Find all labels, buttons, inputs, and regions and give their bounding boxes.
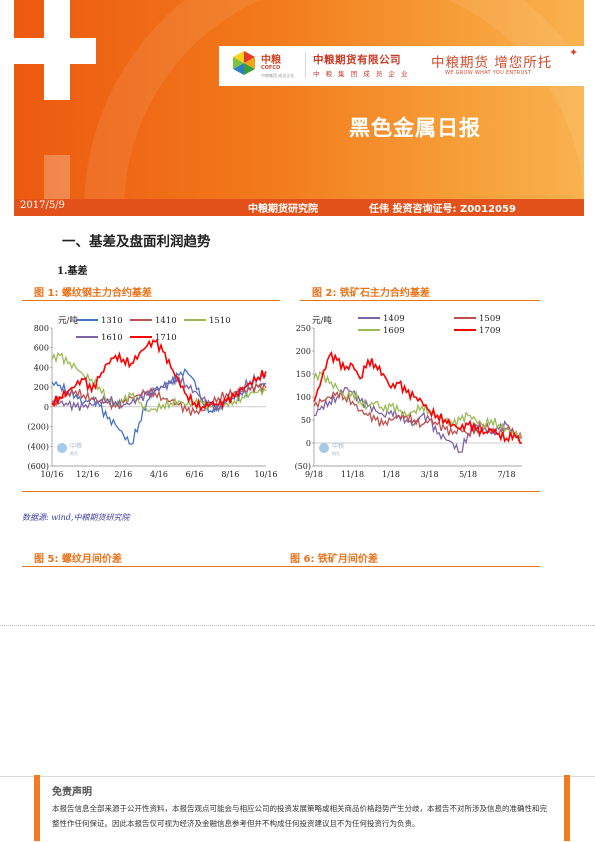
x-tick-label: 1/18 [382, 470, 400, 479]
x-tick-label: 3/18 [421, 470, 439, 479]
x-tick-label: 9/18 [305, 470, 323, 479]
y-tick-label: 400 [34, 363, 49, 372]
series-line-1709 [313, 350, 523, 444]
disclaimer-title: 免责声明 [52, 787, 92, 798]
fig6-rule [280, 566, 540, 567]
fig5-title: 图 5: 螺纹月间价差 [34, 554, 122, 565]
logo-text-sub: 中粮集团 成员企业 [261, 73, 295, 78]
logo-text-cn: 中粮 [261, 55, 281, 66]
x-tick-label: 10/16 [254, 470, 277, 479]
y-tick-label: 200 [34, 383, 49, 392]
x-tick-label: 12/16 [76, 470, 99, 479]
legend-label-1409: 1409 [383, 314, 405, 324]
fig1-title: 图 1: 螺纹钢主力合约基差 [34, 288, 152, 299]
y-tick-label: 600 [34, 344, 49, 353]
watermark-text: 中粮 [70, 442, 82, 450]
disclaimer-rule [0, 776, 595, 777]
x-tick-label: 10/16 [40, 470, 63, 479]
info-strip [14, 199, 584, 216]
y-tick-label: (600) [27, 462, 49, 471]
header-banner: 中粮 COFCO 中粮集团 成员企业 中粮期货有限公司 中 粮 集 团 成 员 … [14, 0, 584, 216]
y-tick-label: 0 [44, 403, 49, 412]
logo-divider [305, 52, 306, 78]
company-subtitle: 中 粮 集 团 成 员 企 业 [313, 70, 410, 78]
y-tick-label: 0 [306, 439, 311, 448]
banner-decoration [84, 0, 584, 216]
legend-label-1509: 1509 [479, 314, 501, 324]
disclaimer-text: 本报告信息全部来源于公开性资料，本报告观点可能会与相应公司的投资发展策略或相关商… [52, 804, 547, 828]
watermark-logo: 中粮期货 [319, 442, 344, 456]
y-tick-label: 150 [296, 370, 311, 379]
x-tick-label: 4/16 [150, 470, 168, 479]
slogan: 中粮期货 增您所托 [431, 55, 553, 71]
department: 中粮期货研究院 [248, 204, 318, 215]
chart-iron-ore-basis: 250 200 150 100 50 0 (50)9/18 11/18 1/18 3/18 5/18… [295, 314, 523, 479]
series-line-1609 [313, 370, 523, 442]
y-unit-label: 元/吨 [312, 315, 332, 326]
watermark-logo: 中粮期货 [57, 442, 82, 456]
section-subtitle: 1.基差 [57, 266, 88, 277]
y-tick-label: (50) [295, 462, 311, 471]
sparkle-icon: ✦ [569, 46, 579, 59]
series-line-1509 [313, 390, 523, 443]
logo-text-en: COFCO [261, 65, 281, 71]
x-tick-label: 8/16 [221, 470, 239, 479]
x-tick-label: 5/18 [459, 470, 477, 479]
data-source: 数据源: wind,中粮期货研究院 [22, 513, 130, 522]
y-tick-label: 100 [296, 393, 311, 402]
legend-label-1709: 1709 [479, 326, 501, 336]
section-title: 一、基差及盘面利润趋势 [62, 234, 211, 250]
company-name: 中粮期货有限公司 [313, 54, 401, 66]
legend-label-1609: 1609 [383, 326, 405, 336]
y-tick-label: 800 [34, 324, 49, 333]
watermark-text-en: 期货 [332, 450, 340, 456]
fig2-title: 图 2: 铁矿石主力合约基差 [312, 288, 430, 299]
y-tick-label: 50 [301, 416, 311, 425]
legend-label-1410: 1410 [155, 316, 177, 326]
x-tick-label: 2/16 [114, 470, 132, 479]
series-line-1410 [51, 382, 267, 416]
y-unit-label: 元/吨 [58, 315, 78, 326]
watermark-icon [319, 443, 329, 453]
disclaimer-bar-right [564, 775, 570, 841]
y-tick-label: 200 [296, 347, 311, 356]
fig2-rule [300, 300, 540, 301]
series-line-1610 [51, 372, 267, 413]
x-tick-label: 7/18 [498, 470, 516, 479]
cofco-logo-icon [233, 51, 255, 75]
watermark-text-en: 期货 [70, 450, 78, 456]
figures-bottom-rule [22, 491, 540, 492]
fig1-rule [22, 300, 280, 301]
fig6-title: 图 6: 铁矿月间价差 [290, 554, 378, 565]
slogan-en: WE GROW WHAT YOU ENTRUST [445, 70, 532, 76]
logo-bar: 中粮 COFCO 中粮集团 成员企业 中粮期货有限公司 中 粮 集 团 成 员 … [219, 46, 584, 86]
y-tick-label: (200) [27, 423, 49, 432]
legend-label-1310: 1310 [101, 316, 123, 326]
legend-label-1510: 1510 [209, 316, 231, 326]
series-line-1710 [51, 338, 267, 412]
x-tick-label: 6/16 [186, 470, 204, 479]
y-tick-label: 250 [296, 324, 311, 333]
analyst-info: 任伟 投资咨询证号: Z0012059 [369, 204, 516, 215]
report-title: 黑色金属日报 [349, 116, 481, 140]
x-tick-label: 11/18 [341, 470, 364, 479]
report-date: 2017/5/9 [20, 200, 65, 211]
y-tick-label: (400) [27, 442, 49, 451]
disclaimer-bar-left [34, 775, 40, 841]
legend-label-1610: 1610 [101, 333, 123, 343]
fig5-rule [22, 566, 280, 567]
legend-label-1710: 1710 [155, 333, 177, 343]
watermark-text: 中粮 [332, 442, 344, 450]
page-divider [0, 625, 595, 626]
banner-cross-horizontal [14, 38, 96, 64]
watermark-icon [57, 443, 67, 453]
